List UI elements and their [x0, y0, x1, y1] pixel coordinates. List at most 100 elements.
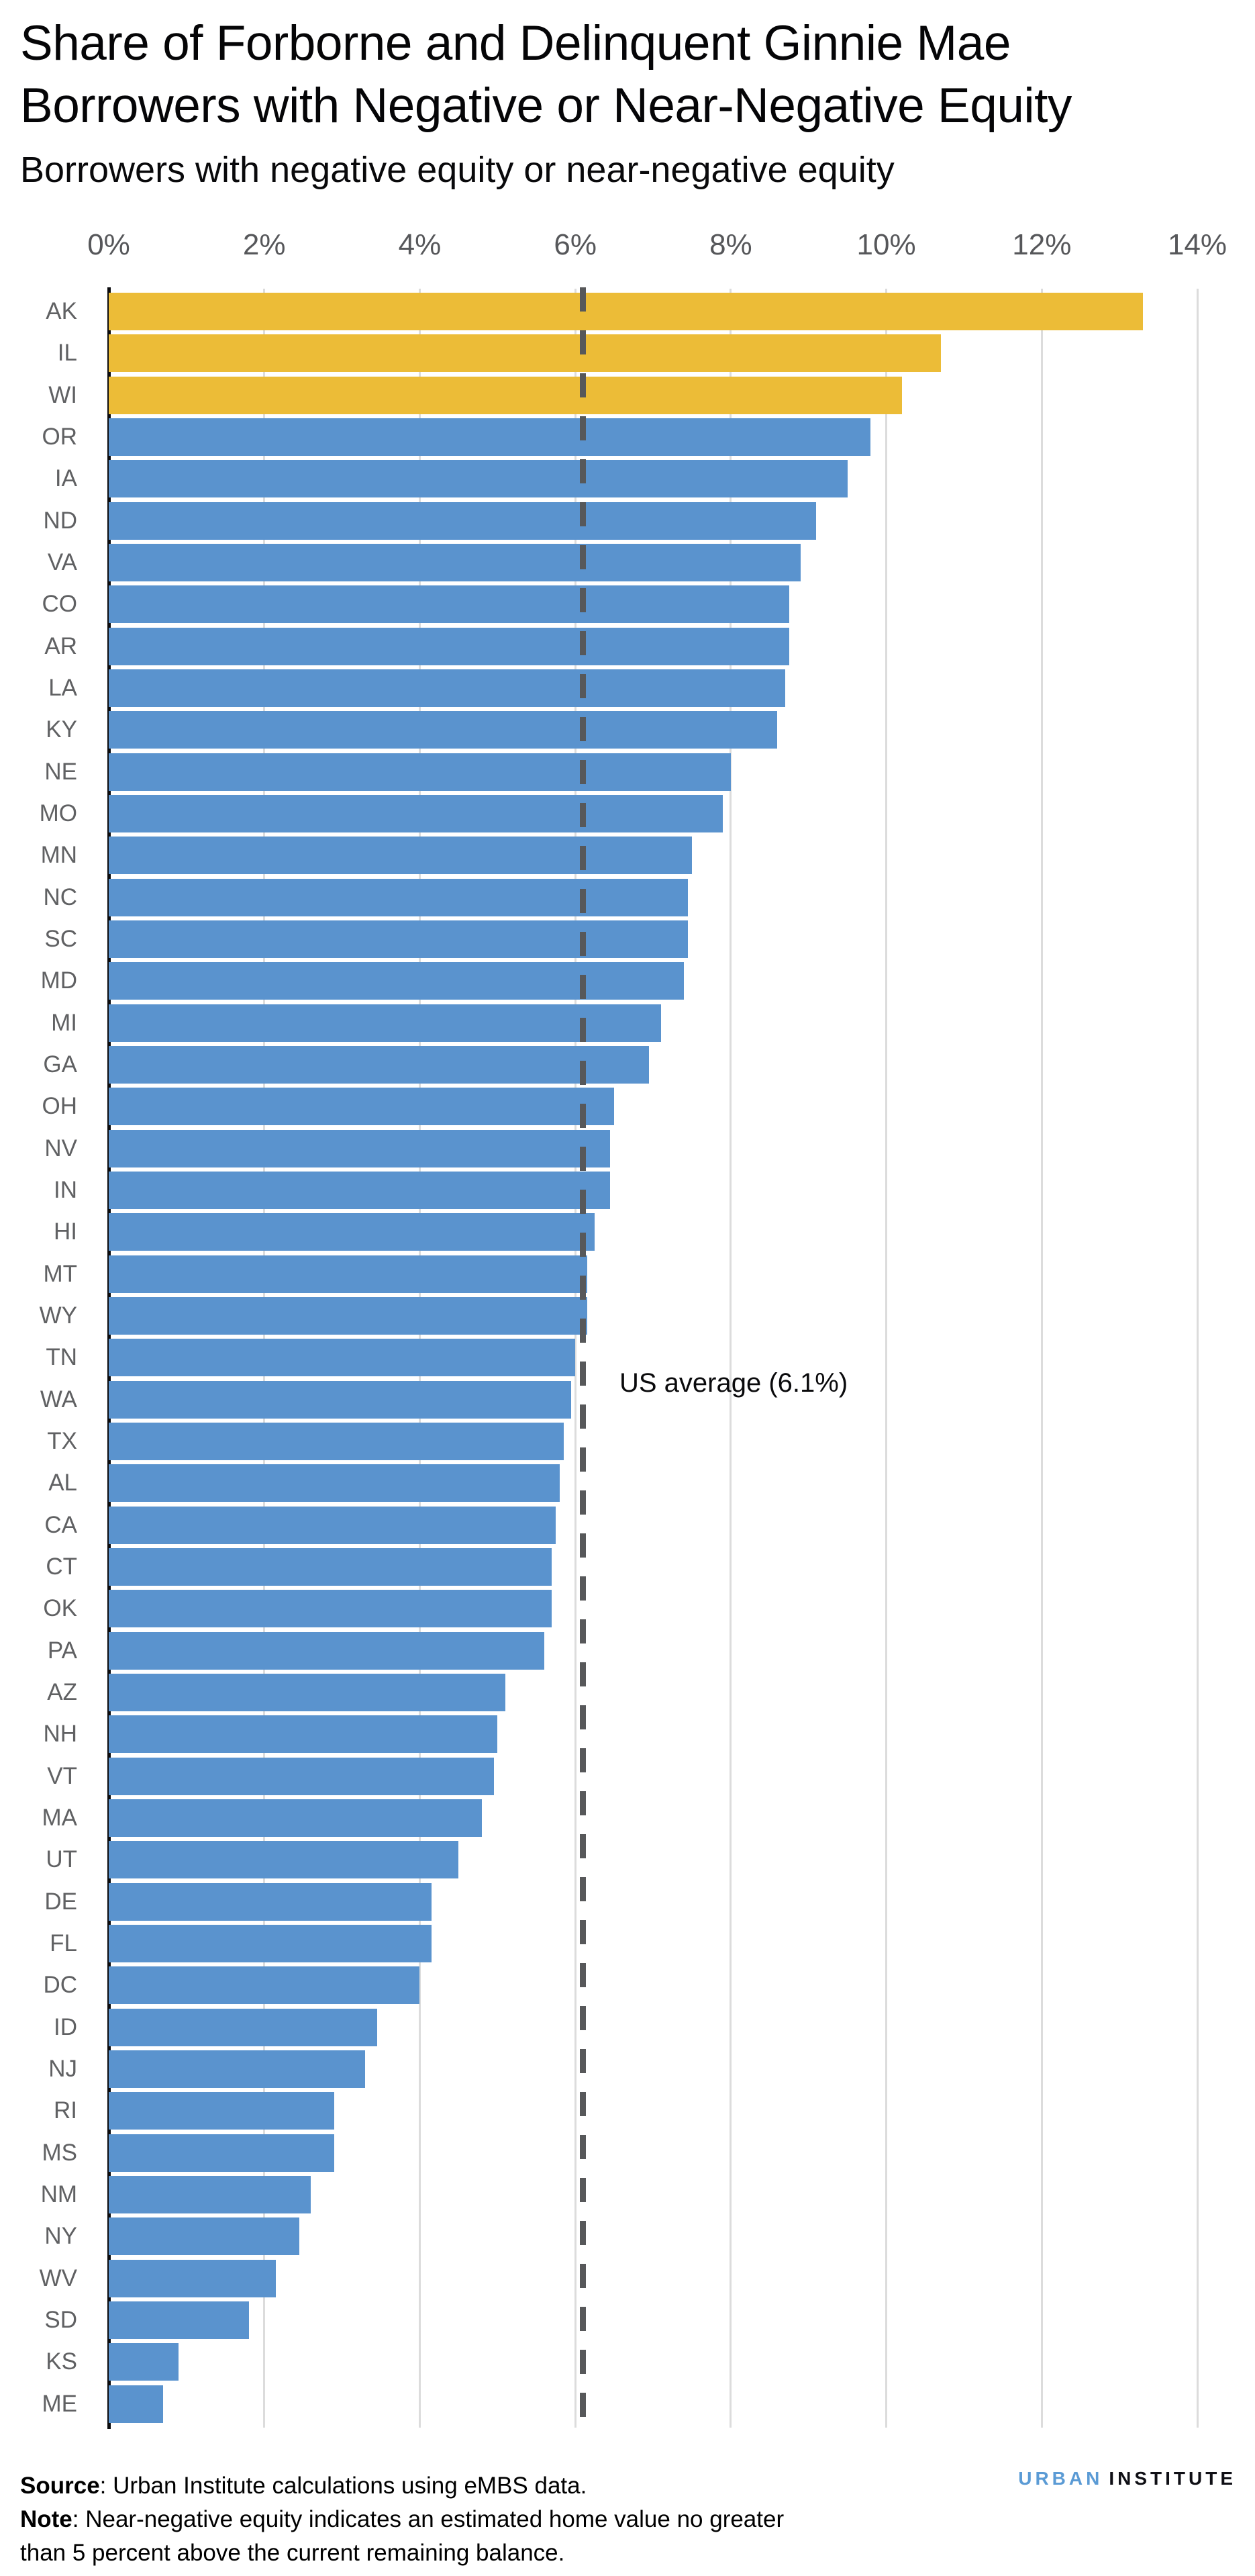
state-label-RI: RI — [54, 2097, 77, 2124]
bar-OK — [109, 1590, 552, 1628]
bar-MN — [109, 837, 692, 875]
state-label-WI: WI — [48, 381, 77, 408]
bar-NV — [109, 1129, 611, 1167]
bar-NC — [109, 878, 689, 916]
x-tick-10%: 10% — [856, 228, 916, 261]
x-tick-6%: 6% — [554, 228, 597, 261]
state-label-OH: OH — [42, 1093, 78, 1120]
page-title-line1: Share of Forborne and Delinquent Ginnie … — [20, 16, 1011, 70]
bar-ID — [109, 2008, 377, 2046]
x-tick-8%: 8% — [709, 228, 752, 261]
state-label-MS: MS — [42, 2139, 78, 2166]
us-average-label: US average (6.1%) — [619, 1368, 848, 1398]
bar-VA — [109, 544, 801, 582]
bar-FL — [109, 1925, 432, 1963]
state-label-WY: WY — [39, 1302, 77, 1329]
state-label-CO: CO — [42, 591, 78, 618]
footer-notes: Source: Urban Institute calculations usi… — [20, 2469, 784, 2570]
bar-SC — [109, 920, 689, 959]
state-label-DC: DC — [43, 1972, 77, 1999]
us-average-line — [580, 287, 587, 2428]
bar-OH — [109, 1088, 615, 1126]
bar-WI — [109, 376, 902, 414]
state-label-VA: VA — [47, 548, 77, 575]
state-label-CA: CA — [44, 1511, 77, 1538]
logo-word-urban: URBAN — [1018, 2468, 1103, 2489]
bar-MA — [109, 1799, 483, 1838]
state-label-DE: DE — [44, 1888, 77, 1915]
bar-VT — [109, 1757, 494, 1795]
bar-MT — [109, 1255, 587, 1293]
bar-GA — [109, 1046, 650, 1084]
bar-ME — [109, 2385, 164, 2423]
urban-institute-logo: URBAN INSTITUTE — [1018, 2468, 1236, 2489]
gridline-8% — [730, 289, 732, 2428]
state-label-NC: NC — [43, 884, 77, 910]
state-label-IA: IA — [54, 465, 77, 492]
bar-IA — [109, 460, 848, 498]
state-label-NH: NH — [43, 1721, 77, 1748]
state-label-GA: GA — [43, 1051, 77, 1078]
bar-NE — [109, 753, 731, 791]
bar-IN — [109, 1172, 611, 1210]
note-line-2: than 5 percent above the current remaini… — [20, 2540, 565, 2566]
page-title-line2: Borrowers with Negative or Near-Negative… — [20, 79, 1072, 133]
state-label-NE: NE — [44, 758, 77, 785]
gridline-14% — [1196, 289, 1199, 2428]
state-label-NJ: NJ — [48, 2055, 77, 2082]
state-label-TX: TX — [47, 1427, 77, 1454]
bar-OR — [109, 418, 871, 457]
bar-CT — [109, 1548, 552, 1586]
bar-SD — [109, 2301, 249, 2339]
state-label-NV: NV — [44, 1135, 77, 1161]
state-label-CT: CT — [46, 1553, 77, 1580]
source-text: : Urban Institute calculations using eMB… — [99, 2473, 587, 2499]
bar-DE — [109, 1882, 432, 1921]
bar-AK — [109, 293, 1143, 331]
state-label-AL: AL — [48, 1470, 77, 1496]
state-label-MN: MN — [40, 842, 77, 869]
state-label-NM: NM — [40, 2181, 77, 2207]
note-text: : Near-negative equity indicates an esti… — [72, 2506, 785, 2532]
state-label-ME: ME — [42, 2390, 78, 2417]
gridline-6% — [574, 289, 576, 2428]
bar-PA — [109, 1631, 544, 1670]
x-tick-0%: 0% — [87, 228, 130, 261]
gridline-10% — [885, 289, 888, 2428]
state-label-OR: OR — [42, 423, 78, 450]
state-label-LA: LA — [48, 674, 77, 701]
state-label-KY: KY — [46, 716, 77, 743]
bar-KS — [109, 2343, 179, 2381]
page-title: Share of Forborne and Delinquent Ginnie … — [20, 12, 1072, 137]
bar-KY — [109, 711, 778, 749]
state-label-MT: MT — [43, 1260, 77, 1287]
bar-AR — [109, 627, 789, 665]
x-tick-4%: 4% — [398, 228, 442, 261]
state-label-KS: KS — [46, 2348, 77, 2375]
x-tick-2%: 2% — [242, 228, 286, 261]
chart-subtitle: Borrowers with negative equity or near-n… — [20, 150, 895, 190]
gridline-12% — [1040, 289, 1043, 2428]
bar-RI — [109, 2092, 334, 2130]
state-label-AZ: AZ — [47, 1678, 77, 1705]
state-label-IL: IL — [57, 340, 77, 367]
x-tick-14%: 14% — [1167, 228, 1227, 261]
bar-TN — [109, 1339, 576, 1377]
bar-CO — [109, 585, 789, 624]
bar-MI — [109, 1004, 661, 1042]
state-label-UT: UT — [46, 1846, 77, 1873]
state-label-HI: HI — [54, 1219, 77, 1245]
bar-AZ — [109, 1674, 505, 1712]
bar-NJ — [109, 2050, 366, 2089]
bar-LA — [109, 669, 785, 708]
state-label-ID: ID — [54, 2013, 77, 2040]
state-label-AR: AR — [44, 632, 77, 659]
state-label-VT: VT — [47, 1762, 77, 1789]
state-label-IN: IN — [54, 1176, 77, 1203]
bar-AL — [109, 1464, 560, 1502]
bar-MO — [109, 795, 723, 833]
bar-NH — [109, 1715, 498, 1754]
state-label-NY: NY — [44, 2223, 77, 2250]
state-label-FL: FL — [50, 1929, 77, 1956]
